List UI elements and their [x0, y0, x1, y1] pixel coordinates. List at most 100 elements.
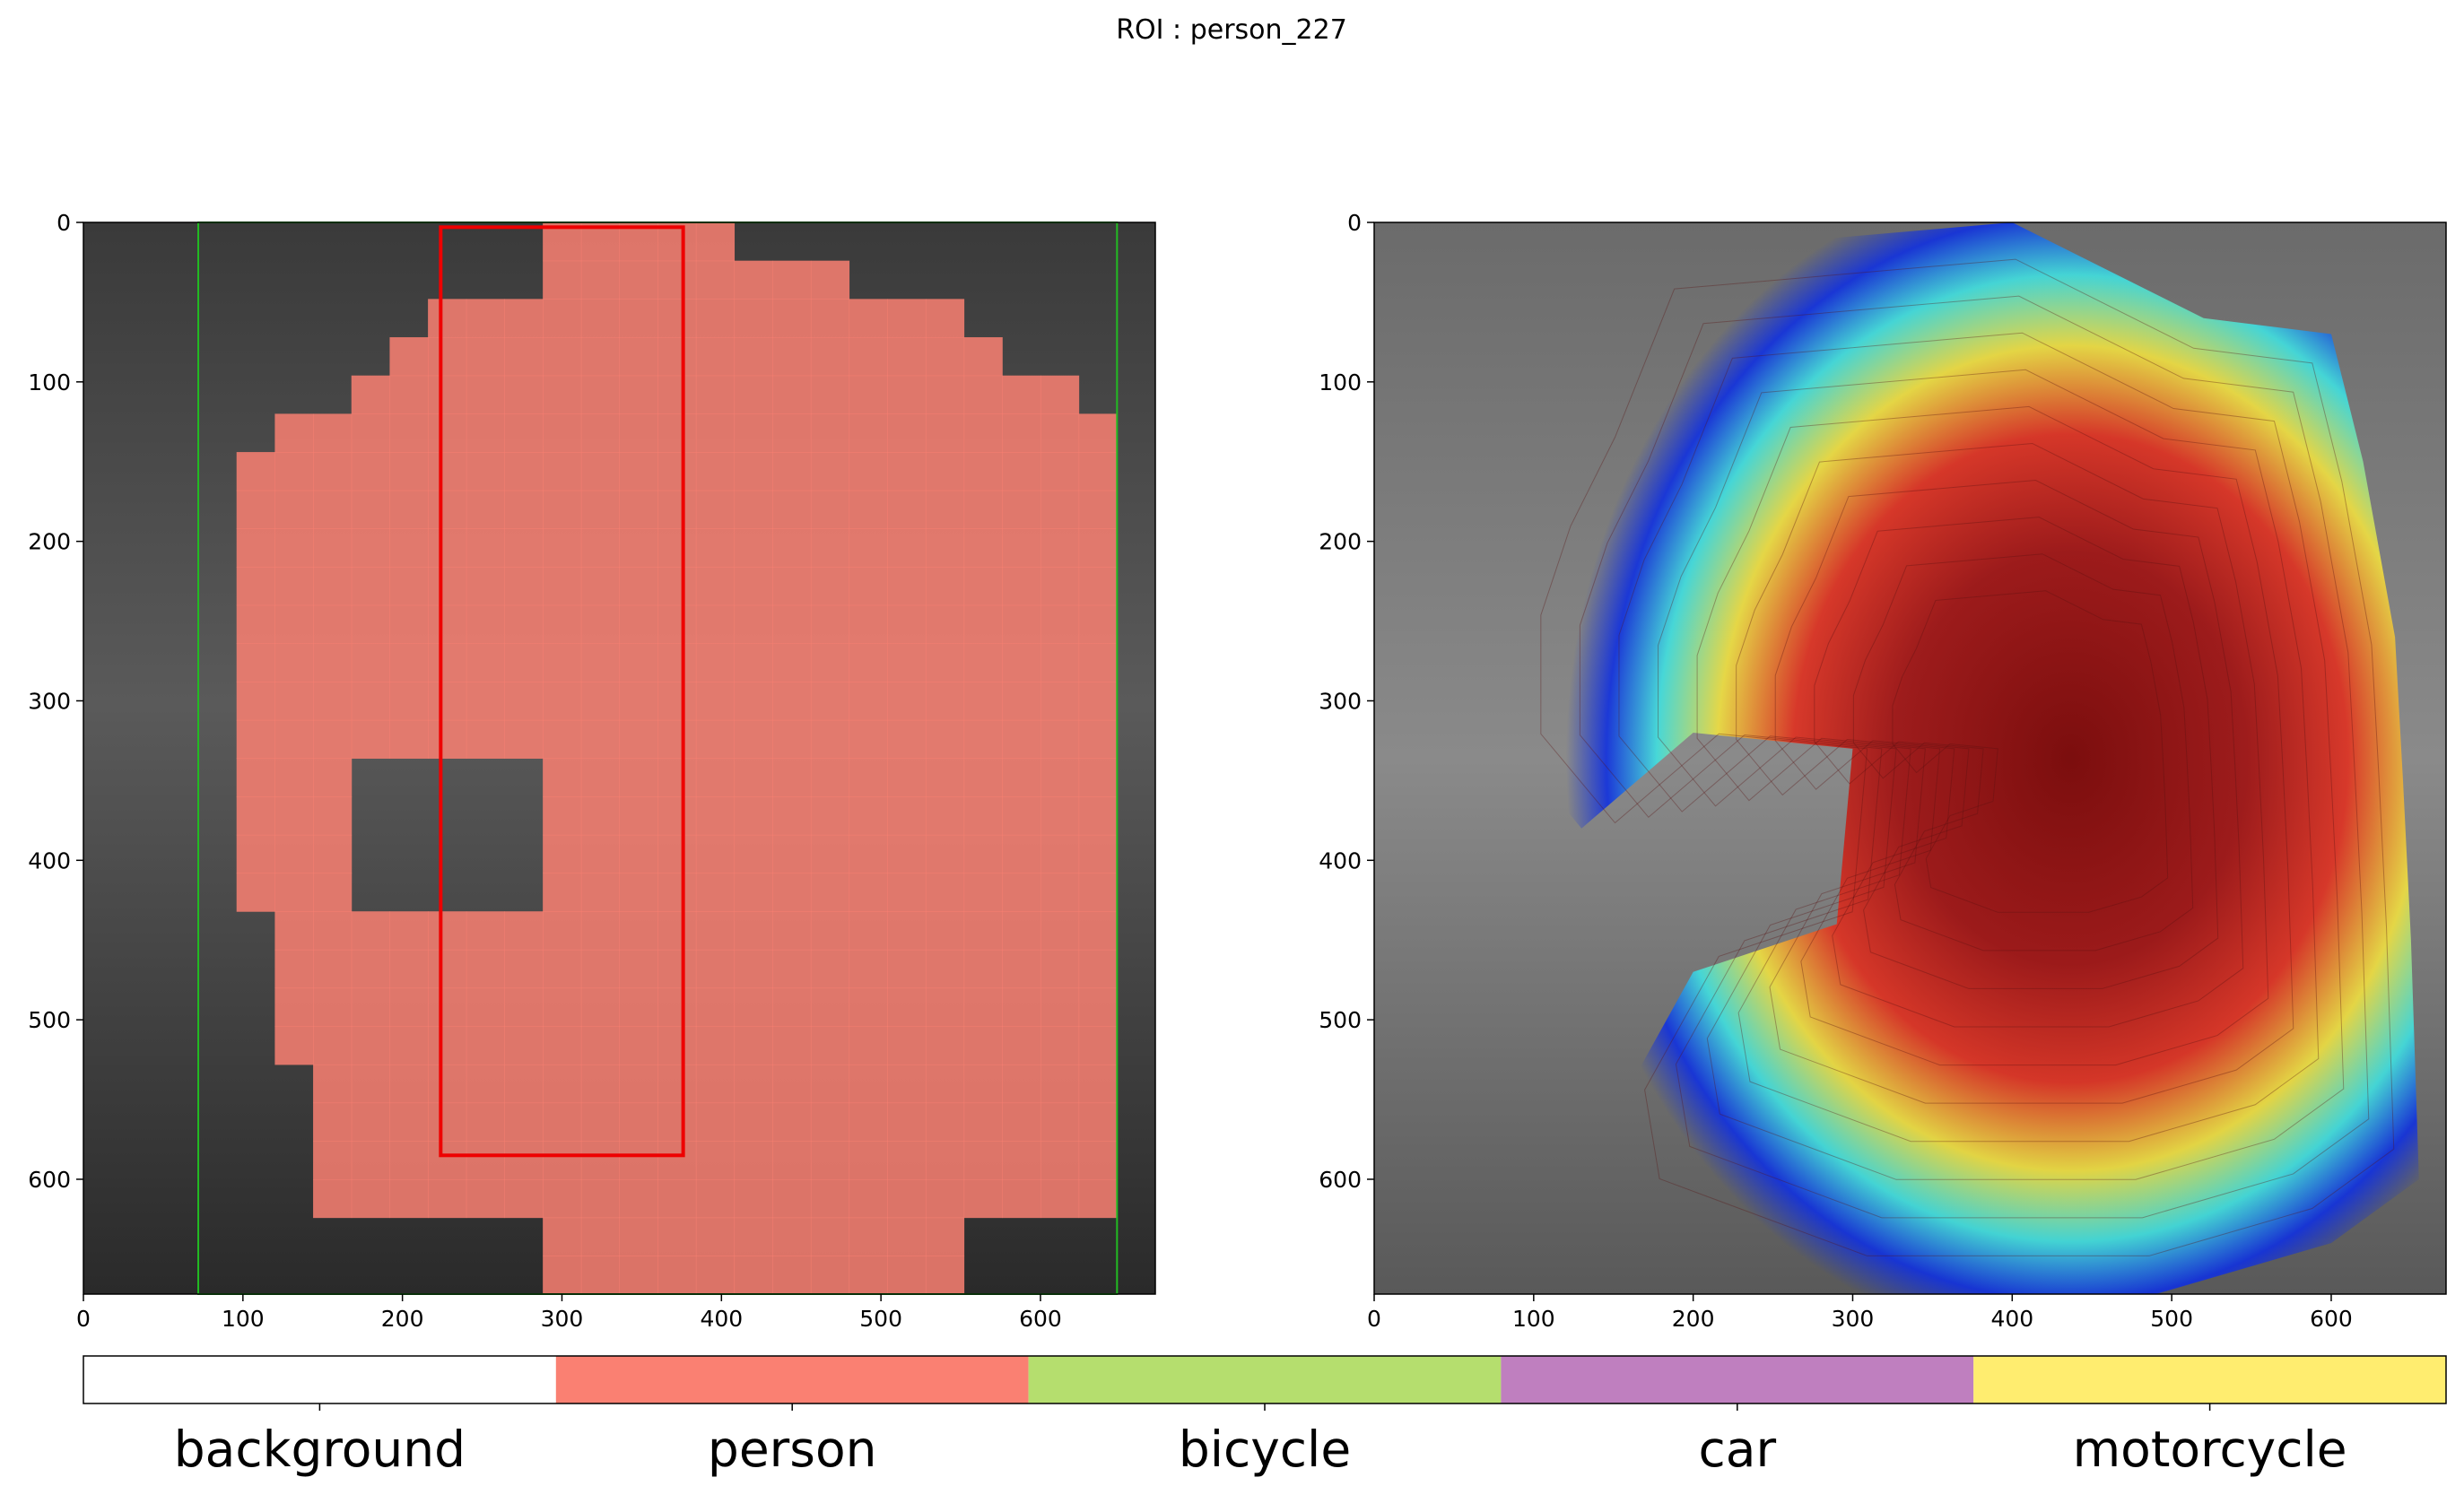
mask-cell — [657, 987, 697, 1027]
mask-cell — [619, 834, 658, 874]
mask-cell — [734, 490, 773, 529]
mask-cell — [1002, 1178, 1041, 1219]
mask-cell — [504, 452, 544, 491]
mask-cell — [772, 604, 812, 644]
mask-cell — [849, 1141, 888, 1180]
mask-cell — [1078, 682, 1118, 721]
mask-cell — [619, 1217, 658, 1256]
mask-cell — [810, 911, 850, 951]
mask-cell — [925, 643, 965, 682]
mask-cell — [1078, 1178, 1118, 1219]
mask-cell — [543, 604, 582, 644]
mask-cell — [849, 987, 888, 1027]
mask-cell — [695, 834, 736, 874]
x-tick-label: 400 — [700, 1306, 743, 1332]
mask-cell — [466, 452, 505, 491]
mask-cell — [1040, 682, 1080, 721]
mask-cell — [313, 834, 353, 874]
mask-cell — [925, 528, 965, 568]
mask-cell — [1040, 834, 1080, 874]
mask-cell — [772, 337, 812, 377]
mask-cell — [504, 528, 544, 568]
mask-cell — [772, 1102, 812, 1142]
mask-cell — [619, 911, 658, 951]
mask-cell — [313, 528, 353, 568]
mask-cell — [1002, 1064, 1041, 1104]
mask-cell — [657, 834, 697, 874]
mask-cell — [849, 375, 888, 414]
mask-cell — [772, 260, 812, 300]
mask-cell — [313, 604, 353, 644]
mask-cell — [428, 337, 467, 377]
mask-cell — [657, 1178, 697, 1219]
mask-cell — [580, 1102, 620, 1142]
mask-cell — [580, 873, 620, 912]
heatmap-contours — [1540, 258, 2395, 1256]
mask-cell — [428, 604, 467, 644]
axes-frame — [83, 222, 1156, 1295]
mask-cell — [963, 337, 1003, 377]
mask-cell — [351, 643, 390, 682]
mask-cell — [887, 299, 927, 338]
mask-cell — [695, 528, 736, 568]
mask-cell — [389, 604, 429, 644]
mask-cell — [810, 682, 850, 721]
mask-cell — [619, 987, 658, 1027]
mask-cell — [236, 873, 275, 912]
mask-cell — [543, 987, 582, 1027]
mask-cell — [925, 567, 965, 606]
mask-cell — [695, 1217, 736, 1256]
mask-cell — [274, 873, 314, 912]
mask-cell — [887, 911, 927, 951]
mask-cell — [695, 375, 736, 414]
mask-cell — [887, 758, 927, 797]
mask-cell — [236, 643, 275, 682]
mask-cell — [313, 490, 353, 529]
mask-cell — [772, 1141, 812, 1180]
mask-cell — [887, 1256, 927, 1294]
mask-cell — [887, 1026, 927, 1065]
mask-cell — [849, 413, 888, 453]
mask-cell — [772, 528, 812, 568]
mask-cell — [849, 911, 888, 951]
mask-cell — [351, 987, 390, 1027]
mask-cell — [543, 567, 582, 606]
mask-cell — [504, 1026, 544, 1065]
mask-cell — [734, 796, 773, 836]
mask-cell — [543, 1064, 582, 1104]
mask-cell — [466, 643, 505, 682]
mask-cell — [274, 987, 314, 1027]
mask-cell — [695, 490, 736, 529]
mask-cell — [236, 682, 275, 721]
mask-cell — [1002, 911, 1041, 951]
mask-cell — [543, 643, 582, 682]
mask-cell — [963, 873, 1003, 912]
mask-cell — [1040, 1064, 1080, 1104]
mask-cell — [657, 796, 697, 836]
mask-cell — [504, 643, 544, 682]
mask-cell — [543, 911, 582, 951]
mask-cell — [849, 1217, 888, 1256]
mask-cell — [925, 682, 965, 721]
mask-cell — [543, 1178, 582, 1219]
mask-cell — [657, 528, 697, 568]
mask-cell — [925, 1102, 965, 1142]
mask-cell — [925, 1217, 965, 1256]
x-tick-label: 500 — [2150, 1306, 2193, 1332]
mask-cell — [925, 1141, 965, 1180]
y-tick-label: 200 — [1319, 529, 1362, 555]
mask-cell — [274, 452, 314, 491]
x-tick-label: 400 — [1990, 1306, 2033, 1332]
mask-cell — [543, 337, 582, 377]
mask-cell — [236, 758, 275, 797]
colorbar-segment-motorcycle — [1973, 1356, 2446, 1403]
mask-cell — [428, 375, 467, 414]
mask-cell — [619, 1141, 658, 1180]
mask-cell — [1040, 375, 1080, 414]
mask-cell — [734, 719, 773, 759]
mask-cell — [1002, 643, 1041, 682]
mask-cell — [734, 1141, 773, 1180]
mask-cell — [695, 1141, 736, 1180]
mask-cell — [772, 413, 812, 453]
mask-cell — [580, 337, 620, 377]
